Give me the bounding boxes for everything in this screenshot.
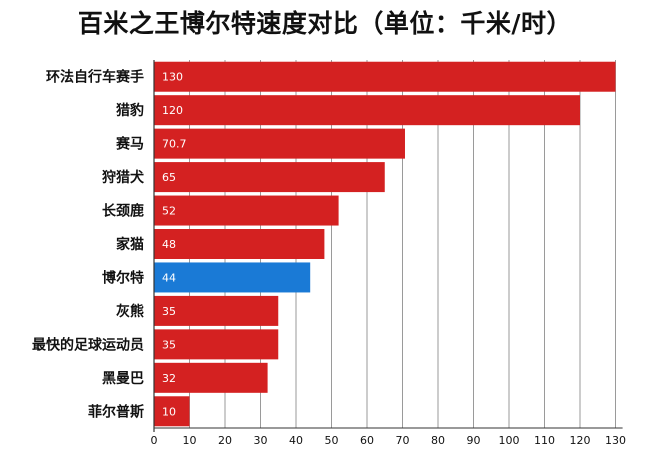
value-label-6: 44 <box>162 271 176 284</box>
category-label-5: 家猫 <box>116 236 144 253</box>
category-label-3: 狩猎犬 <box>102 169 145 186</box>
x-tick-label-90: 90 <box>467 434 481 447</box>
chart-title: 百米之王博尔特速度对比（单位：千米/时） <box>77 9 573 38</box>
bar-9 <box>154 362 268 393</box>
x-tick-label-70: 70 <box>396 434 410 447</box>
category-label-2: 赛马 <box>115 136 144 153</box>
bar-7 <box>154 295 279 326</box>
category-label-7: 灰熊 <box>116 303 144 320</box>
value-label-10: 10 <box>162 405 176 418</box>
x-tick-label-120: 120 <box>570 434 591 447</box>
x-tick-label-50: 50 <box>325 434 339 447</box>
value-label-0: 130 <box>162 71 183 84</box>
bar-6 <box>154 262 311 293</box>
x-tick-label-30: 30 <box>254 434 268 447</box>
bar-10 <box>154 396 190 427</box>
value-label-2: 70.7 <box>162 138 187 151</box>
value-label-9: 32 <box>162 372 176 385</box>
x-tick-label-20: 20 <box>218 434 232 447</box>
category-label-6: 博尔特 <box>102 269 144 286</box>
bar-8 <box>154 329 279 360</box>
x-tick-label-10: 10 <box>183 434 197 447</box>
value-label-3: 65 <box>162 171 176 184</box>
bar-5 <box>154 229 325 259</box>
bar-0 <box>154 61 616 92</box>
category-label-4: 长颈鹿 <box>102 203 144 220</box>
category-label-0: 环法自行车赛手 <box>46 69 144 86</box>
bar-3 <box>154 162 385 193</box>
category-label-9: 黑曼巴 <box>102 371 144 387</box>
value-label-8: 35 <box>162 338 176 351</box>
x-tick-label-0: 0 <box>151 434 158 447</box>
value-label-4: 52 <box>162 205 176 218</box>
category-label-8: 最快的足球运动员 <box>32 336 144 353</box>
value-label-7: 35 <box>162 305 176 318</box>
bar-2 <box>154 128 405 159</box>
x-tick-label-100: 100 <box>499 434 520 447</box>
value-label-1: 120 <box>162 104 183 117</box>
x-tick-label-80: 80 <box>431 434 445 447</box>
x-tick-label-130: 130 <box>605 434 626 447</box>
category-label-1: 猎豹 <box>116 102 144 119</box>
bar-1 <box>154 95 580 126</box>
value-label-5: 48 <box>162 238 176 251</box>
x-tick-label-110: 110 <box>534 434 555 447</box>
category-label-10: 菲尔普斯 <box>88 403 144 420</box>
bar-4 <box>154 195 339 226</box>
x-tick-label-60: 60 <box>360 434 374 447</box>
x-tick-label-40: 40 <box>289 434 303 447</box>
